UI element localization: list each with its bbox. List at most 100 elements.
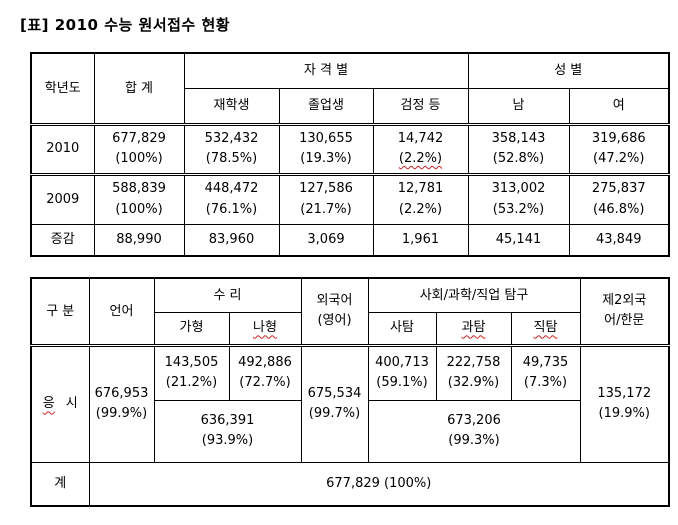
t1-diff-ged: 1,961 (372, 223, 469, 257)
t2-exam-second-language: 135,172 (19.9%) (579, 343, 670, 463)
t1-2010-male: 358,143 (52.8%) (467, 122, 570, 175)
t1-2009-label: 2009 (30, 172, 95, 225)
t1-header-ged: 검정 등 (372, 87, 469, 125)
t2-header-category: 구 분 (30, 277, 90, 346)
t1-diff-female: 43,849 (568, 223, 670, 257)
t1-row-diff: 증감 88,990 83,960 3,069 1,961 45,141 43,8… (30, 223, 670, 257)
t2-header-group-inquiry: 사회/과학/직업 탐구 (367, 277, 581, 313)
t2-exam-korean: 676,953 (99.9%) (88, 343, 155, 463)
t2-total-label: 계 (30, 461, 90, 507)
t2-exam-inquiry-total: 673,206 (99.3%) (367, 399, 581, 463)
t1-header-enrolled: 재학생 (183, 87, 280, 125)
spellcheck-text: 직탐 (533, 320, 558, 336)
cell-value: 222,758 (446, 354, 501, 370)
cell-value: 358,143 (491, 130, 546, 146)
t1-header-graduate: 졸업생 (278, 87, 374, 125)
cell-percent: (7.3%) (523, 375, 568, 390)
cell-value: 675,534 (307, 385, 362, 401)
cell-percent: (32.9%) (447, 375, 500, 390)
t2-header-row-sub: 가형 나형 사탐 과탐 직탐 (31, 311, 669, 346)
t1-header-group-gender: 성 별 (467, 52, 670, 89)
t1-header-row-groups: 학년도 합 계 자 격 별 성 별 (30, 52, 670, 125)
t1-diff-label: 증감 (30, 223, 95, 257)
header-line: (영어) (317, 313, 352, 329)
cell-percent: (46.8%) (593, 201, 645, 217)
t2-header-social: 사탐 (367, 311, 437, 346)
cell-percent: (21.2%) (165, 375, 218, 390)
t2-total-value: 677,829 (100%) (88, 461, 670, 507)
cell-percent: (47.2%) (593, 151, 645, 166)
t1-2009-male: 313,002 (53.2%) (467, 172, 570, 225)
t1-2010-graduate: 130,655 (19.3%) (278, 122, 374, 175)
cell-value: 676,953 (94, 385, 149, 401)
t1-header-total: 합 계 (93, 52, 185, 125)
t2-exam-math-a: 143,505 (21.2%) (153, 343, 230, 401)
t1-diff-male: 45,141 (467, 223, 570, 257)
cell-percent: (2.2%) (398, 201, 443, 217)
label-text: 시 (65, 396, 78, 412)
cell-value: 492,886 (238, 354, 292, 370)
t2-exam-science: 222,758 (32.9%) (435, 343, 512, 401)
t1-row-2009: 2009 588,839 (100%) 448,472 (76.1%) 127,… (30, 172, 670, 225)
cell-value: 135,172 (597, 385, 652, 401)
t1-2010-total: 677,829 (100%) (93, 122, 185, 175)
cell-percent: (99.3%) (448, 433, 500, 448)
t2-header-math-b: 나형 (228, 311, 302, 346)
t2-exam-vocational: 49,735 (7.3%) (510, 343, 581, 401)
cell-percent: (2.2%) (376, 149, 466, 169)
spellcheck-text: (2.2%) (398, 151, 443, 166)
cell-value: 319,686 (591, 130, 646, 146)
cell-value: 532,432 (204, 130, 259, 146)
t2-header-korean: 언어 (88, 277, 155, 346)
t2-exam-math-b: 492,886 (72.7%) (228, 343, 302, 401)
t1-header-male: 남 (467, 87, 570, 125)
cell-percent: (19.9%) (598, 406, 650, 421)
header-line: 제2외국 (602, 293, 647, 309)
t2-row-exam-lower: 636,391 (93.9%) 673,206 (99.3%) (31, 399, 669, 463)
t2-exam-english: 675,534 (99.7%) (300, 343, 369, 463)
cell-value: 636,391 (200, 412, 255, 428)
t1-2009-graduate: 127,586 (21.7%) (278, 172, 374, 225)
cell-value: 448,472 (204, 181, 259, 197)
cell-percent: (52.8%) (492, 151, 545, 166)
spellcheck-text: 응 (42, 396, 55, 412)
t2-header-english: 외국어 (영어) (300, 277, 369, 346)
t2-row-total: 계 677,829 (100%) (30, 461, 670, 507)
t2-exam-math-total: 636,391 (93.9%) (153, 399, 302, 463)
t1-2010-ged: 14,742 (2.2%) (372, 122, 469, 175)
cell-percent: (59.1%) (376, 375, 428, 390)
cell-value: 12,781 (397, 181, 444, 197)
table-applications-by-qualification-gender: 학년도 합 계 자 격 별 성 별 재학생 졸업생 검정 등 남 여 2010 … (30, 52, 670, 257)
t1-2010-label: 2010 (30, 122, 95, 175)
t1-header-group-qualification: 자 격 별 (183, 52, 469, 89)
cell-percent: (76.1%) (205, 201, 258, 217)
cell-percent: (99.9%) (95, 406, 148, 421)
t2-header-row-groups: 구 분 언어 수 리 외국어 (영어) 사회/과학/직업 탐구 제2외국 어/한… (30, 277, 670, 346)
spellcheck-text: 나형 (253, 320, 277, 336)
cell-value: 673,206 (447, 412, 501, 428)
t1-2009-ged: 12,781 (2.2%) (372, 172, 469, 225)
t1-2009-enrolled: 448,472 (76.1%) (183, 172, 280, 225)
cell-percent: (93.9%) (201, 433, 254, 448)
cell-value: 143,505 (164, 354, 219, 370)
t1-header-row-sub: 재학생 졸업생 검정 등 남 여 (31, 87, 670, 125)
t2-header-science: 과탐 (435, 311, 512, 346)
t1-diff-total: 88,990 (93, 223, 185, 257)
cell-value: 14,742 (397, 130, 444, 146)
table-applications-by-subject: 구 분 언어 수 리 외국어 (영어) 사회/과학/직업 탐구 제2외국 어/한… (30, 277, 670, 507)
cell-percent: (78.5%) (205, 151, 258, 166)
t2-exam-social: 400,713 (59.1%) (367, 343, 437, 401)
header-line: 어/한문 (604, 313, 645, 329)
cell-value: 588,839 (112, 181, 166, 197)
cell-value: 275,837 (591, 181, 646, 197)
cell-percent: (100%) (115, 201, 163, 217)
header-line: 외국어 (316, 293, 353, 309)
cell-value: 400,713 (375, 354, 429, 370)
cell-percent: (19.3%) (300, 151, 352, 166)
t2-header-math-a: 가형 (153, 311, 230, 346)
cell-percent: (100%) (115, 151, 163, 166)
cell-percent: (72.7%) (239, 375, 291, 390)
cell-value: 49,735 (522, 354, 569, 370)
